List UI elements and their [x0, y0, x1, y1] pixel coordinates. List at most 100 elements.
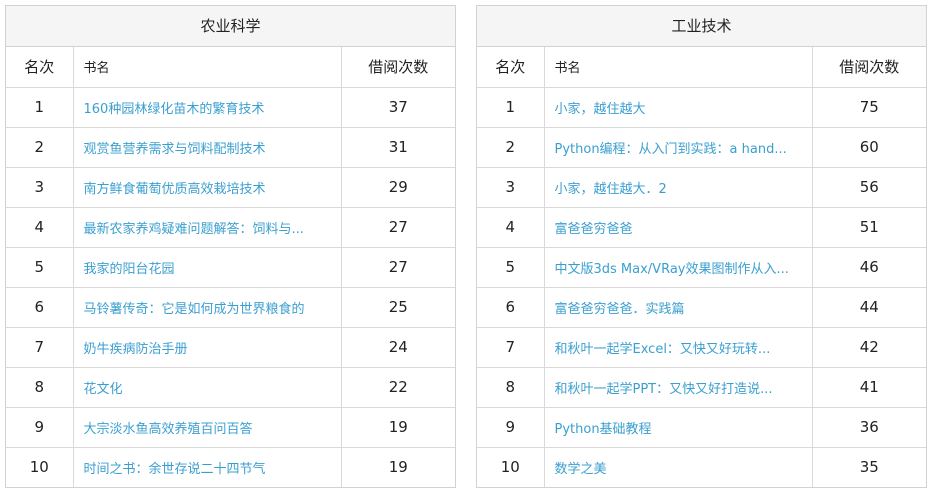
title-cell: 奶牛疾病防治手册: [73, 327, 342, 368]
book-title-link[interactable]: 和秋叶一起学Excel：又快又好玩转...: [554, 341, 771, 357]
table-row: 6 富爸爸穷爸爸．实践篇 44: [477, 287, 926, 328]
table-row: 2 Python编程：从入门到实践：a hand... 60: [477, 127, 926, 168]
borrow-count-cell: 51: [812, 207, 926, 248]
title-cell: 最新农家养鸡疑难问题解答：饲料与...: [73, 207, 342, 248]
rank-cell: 3: [6, 167, 74, 208]
borrow-count-cell: 44: [812, 287, 926, 328]
title-cell: Python基础教程: [544, 407, 813, 448]
title-cell: 马铃薯传奇：它是如何成为世界粮食的: [73, 287, 342, 328]
header-count: 借阅次数: [341, 47, 455, 88]
title-cell: 数学之美: [544, 447, 813, 487]
book-title-link[interactable]: 奶牛疾病防治手册: [83, 341, 188, 357]
rank-cell: 4: [6, 207, 74, 248]
book-title-link[interactable]: 中文版3ds Max/VRay效果图制作从入...: [554, 261, 789, 277]
table-row: 7 和秋叶一起学Excel：又快又好玩转... 42: [477, 327, 926, 368]
title-cell: 观赏鱼营养需求与饲料配制技术: [73, 127, 342, 168]
book-title-link[interactable]: 花文化: [83, 381, 123, 397]
table-row: 3 小家，越住越大．2 56: [477, 167, 926, 208]
title-cell: 小家，越住越大: [544, 87, 813, 128]
table-header-row: 名次 书名 借阅次数: [477, 47, 926, 88]
book-title-link[interactable]: 和秋叶一起学PPT：又快又好打造说...: [554, 381, 773, 397]
table-row: 8 花文化 22: [6, 367, 455, 408]
title-cell: 时间之书：余世存说二十四节气: [73, 447, 342, 487]
ranking-table: 名次 书名 借阅次数 1 小家，越住越大 75 2 Python编程：从入门到实践：a …: [477, 47, 926, 487]
book-title-link[interactable]: 马铃薯传奇：它是如何成为世界粮食的: [83, 301, 305, 317]
book-title-link[interactable]: 数学之美: [554, 461, 607, 477]
borrow-count-cell: 25: [341, 287, 455, 328]
rank-cell: 7: [477, 327, 545, 368]
borrow-count-cell: 35: [859, 458, 879, 477]
rank-cell: 4: [477, 207, 545, 248]
title-cell: 和秋叶一起学PPT：又快又好打造说...: [544, 367, 813, 408]
book-title-link[interactable]: 大宗淡水鱼高效养殖百问百答: [83, 421, 253, 437]
borrow-count-cell: 29: [341, 167, 455, 208]
title-cell: 小家，越住越大．2: [544, 167, 813, 208]
rank-cell: 5: [477, 247, 545, 288]
ranking-panel-agriculture: 农业科学 名次 书名 借阅次数 1 160种园林绿化苗木的繁育技术 37 2 观赏鱼营养…: [5, 5, 456, 488]
book-title-link[interactable]: 富爸爸穷爸爸: [554, 221, 633, 237]
table-row: 9 大宗淡水鱼高效养殖百问百答 19: [6, 407, 455, 448]
title-cell: 和秋叶一起学Excel：又快又好玩转...: [544, 327, 813, 368]
table-row: 5 我家的阳台花园 27: [6, 247, 455, 288]
table-row: 8 和秋叶一起学PPT：又快又好打造说... 41: [477, 367, 926, 408]
rank-cell: 1: [6, 87, 74, 128]
borrow-count-cell: 27: [341, 247, 455, 288]
book-title-link[interactable]: Python编程：从入门到实践：a hand...: [554, 141, 787, 157]
table-row: 3 南方鲜食葡萄优质高效栽培技术 29: [6, 167, 455, 208]
book-title-link[interactable]: Python基础教程: [554, 421, 652, 437]
title-cell: Python编程：从入门到实践：a hand...: [544, 127, 813, 168]
borrow-count-cell: 36: [812, 407, 926, 448]
book-title-link[interactable]: 我家的阳台花园: [83, 261, 175, 277]
panel-title: 农业科学: [6, 6, 455, 47]
title-cell: 160种园林绿化苗木的繁育技术: [73, 87, 342, 128]
book-title-link[interactable]: 南方鲜食葡萄优质高效栽培技术: [83, 181, 266, 197]
borrow-count-cell: 19: [341, 407, 455, 448]
book-title-link[interactable]: 富爸爸穷爸爸．实践篇: [554, 301, 685, 317]
table-row: 1 160种园林绿化苗木的繁育技术 37: [6, 87, 455, 128]
book-title-link[interactable]: 时间之书：余世存说二十四节气: [83, 461, 266, 477]
header-title: 书名: [544, 47, 813, 88]
table-row: 2 观赏鱼营养需求与饲料配制技术 31: [6, 127, 455, 168]
borrow-count-cell: 60: [812, 127, 926, 168]
book-title-link[interactable]: 小家，越住越大．2: [554, 181, 667, 197]
borrow-count-cell: 42: [812, 327, 926, 368]
ranking-panel-industry: 工业技术 名次 书名 借阅次数 1 小家，越住越大 75 2 Python编程：从入门到…: [476, 5, 927, 488]
book-title-link[interactable]: 最新农家养鸡疑难问题解答：饲料与...: [83, 221, 304, 237]
header-count: 借阅次数: [812, 47, 926, 88]
table-row: 1 小家，越住越大 75: [477, 87, 926, 128]
table-row: 9 Python基础教程 36: [477, 407, 926, 448]
borrow-count-cell: 37: [341, 87, 455, 128]
title-cell: 南方鲜食葡萄优质高效栽培技术: [73, 167, 342, 208]
panel-title: 工业技术: [477, 6, 926, 47]
rank-cell: 9: [477, 407, 545, 448]
book-title-link[interactable]: 160种园林绿化苗木的繁育技术: [83, 101, 265, 117]
table-row: 5 中文版3ds Max/VRay效果图制作从入... 46: [477, 247, 926, 288]
rank-cell: 2: [6, 127, 74, 168]
title-cell: 花文化: [73, 367, 342, 408]
borrow-count-cell: 19: [388, 458, 408, 477]
ranking-table: 名次 书名 借阅次数 1 160种园林绿化苗木的繁育技术 37 2 观赏鱼营养需求与饲料…: [6, 47, 455, 487]
borrow-count-cell: 56: [812, 167, 926, 208]
title-cell: 富爸爸穷爸爸: [544, 207, 813, 248]
rank-cell: 10: [6, 447, 74, 487]
rank-cell: 3: [477, 167, 545, 208]
table-body: 1 160种园林绿化苗木的繁育技术 37 2 观赏鱼营养需求与饲料配制技术 3 1 3 南方鲜食…: [6, 87, 455, 487]
header-rank: 名次: [6, 47, 74, 88]
title-cell: 我家的阳台花园: [73, 247, 342, 288]
table-row: 10 数学之美 35: [477, 447, 926, 487]
table-row: 6 马铃薯传奇：它是如何成为世界粮食的 25: [6, 287, 455, 328]
table-row: 10 时间之书：余世存说二十四节气 19: [6, 447, 455, 487]
borrow-count-cell: 27: [341, 207, 455, 248]
borrow-count-cell: 46: [812, 247, 926, 288]
table-body: 1 小家，越住越大 75 2 Python编程：从入门到实践：a hand... 60 3 小…: [477, 87, 926, 487]
rank-cell: 6: [6, 287, 74, 328]
book-title-link[interactable]: 观赏鱼营养需求与饲料配制技术: [83, 141, 266, 157]
rank-cell: 7: [6, 327, 74, 368]
book-title-link[interactable]: 小家，越住越大: [554, 101, 646, 117]
rank-cell: 10: [477, 447, 545, 487]
rank-cell: 6: [477, 287, 545, 328]
table-row: 4 最新农家养鸡疑难问题解答：饲料与... 27: [6, 207, 455, 248]
rank-cell: 1: [477, 87, 545, 128]
borrow-count-cell: 41: [812, 367, 926, 408]
title-cell: 中文版3ds Max/VRay效果图制作从入...: [544, 247, 813, 288]
